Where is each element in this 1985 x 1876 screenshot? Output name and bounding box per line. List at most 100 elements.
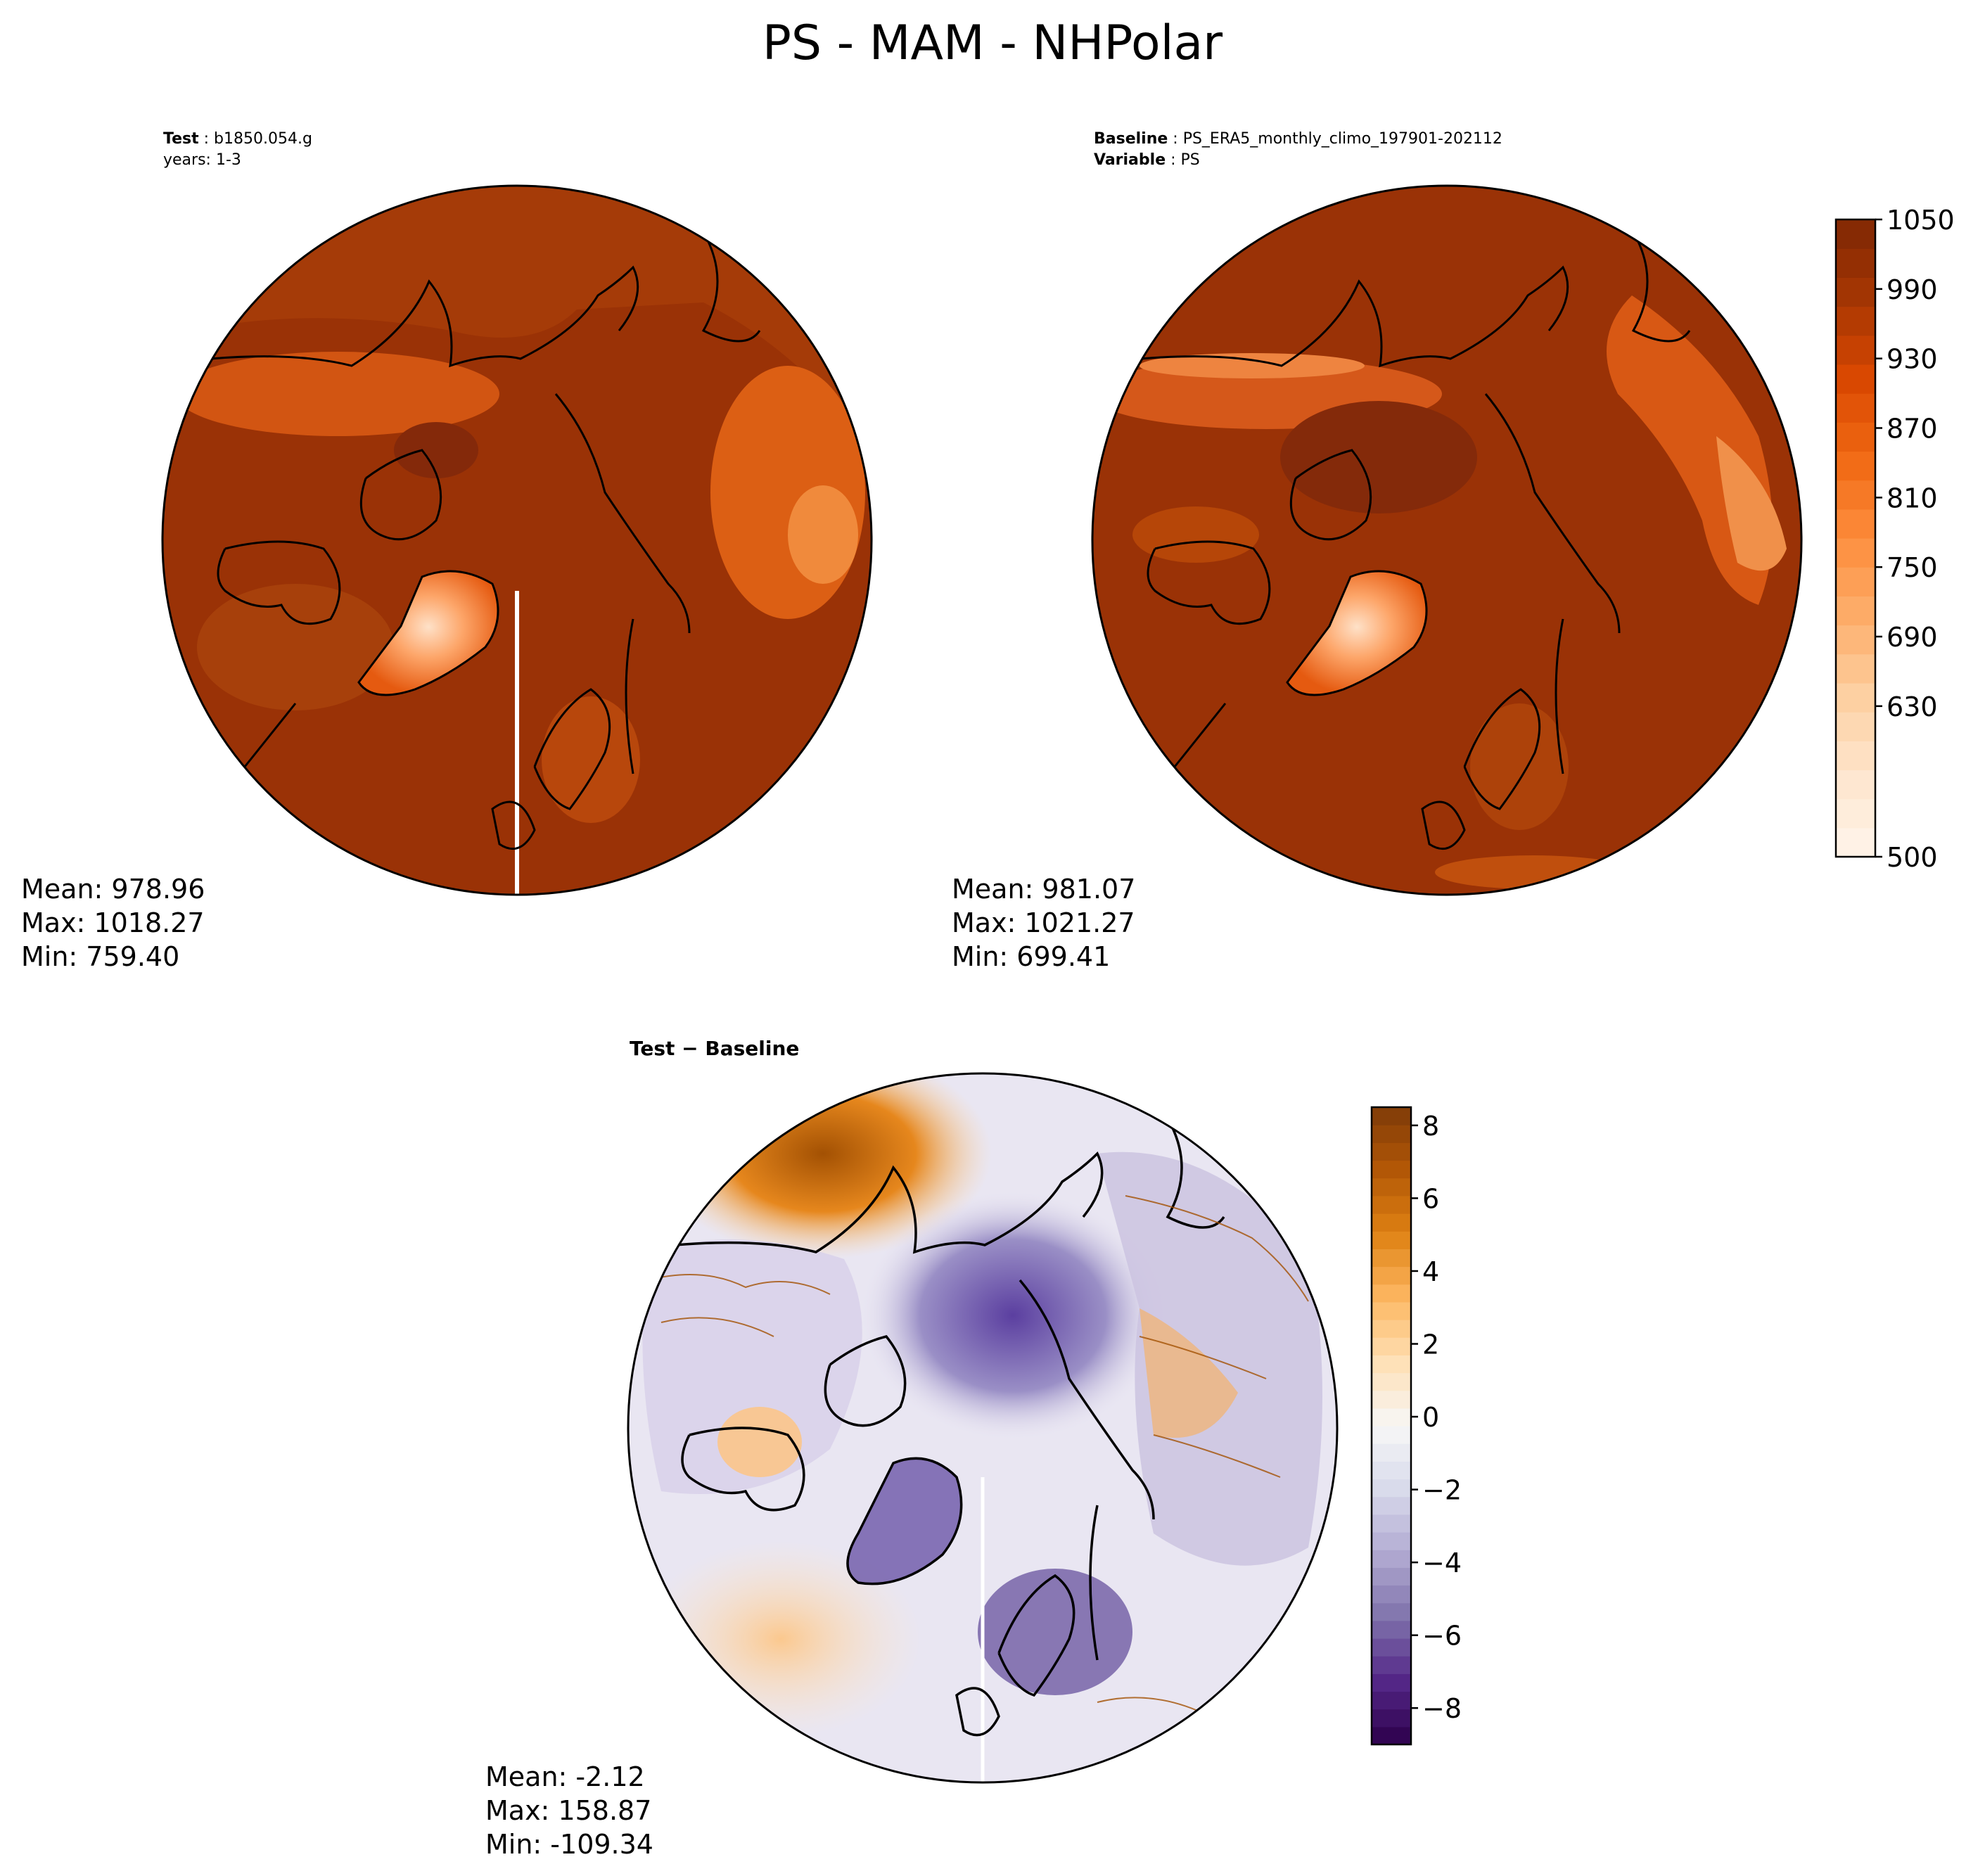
difference-map-greenland-negative xyxy=(848,1458,962,1584)
difference-title: Test − Baseline xyxy=(630,1037,799,1060)
cbar-ps-band xyxy=(1836,625,1875,655)
difference-map-pole-negative xyxy=(858,1189,1168,1442)
cbar-diff-tick-label: −4 xyxy=(1422,1548,1462,1578)
difference-map-scandinavia-negative xyxy=(978,1569,1132,1695)
cbar-ps-band xyxy=(1836,538,1875,568)
test-map-pole-high xyxy=(394,422,478,478)
cbar-diff-band xyxy=(1372,1496,1411,1515)
baseline-map-rockies-low xyxy=(1132,506,1259,563)
cbar-diff-band xyxy=(1372,1673,1411,1692)
cbar-ps-band xyxy=(1836,567,1875,596)
cbar-diff-band xyxy=(1372,1213,1411,1232)
difference-title-right: Baseline xyxy=(705,1037,800,1060)
difference-map-eurasia-noise xyxy=(1097,1151,1322,1566)
cbar-ps-tick-label: 990 xyxy=(1887,274,1938,305)
cbar-diff-band xyxy=(1372,1160,1411,1179)
cbar-diff-tick-label: 6 xyxy=(1422,1183,1439,1214)
cbar-diff-band xyxy=(1372,1337,1411,1355)
cbar-diff-band xyxy=(1372,1443,1411,1462)
cbar-ps-band xyxy=(1836,827,1875,857)
cbar-ps-band xyxy=(1836,480,1875,510)
cbar-diff-frame xyxy=(1370,1106,1412,1746)
cbar-ps-band xyxy=(1836,277,1875,307)
baseline-max: Max: 1021.27 xyxy=(952,907,1135,938)
test-map-eurasia-shade xyxy=(162,186,872,450)
cbar-diff-band xyxy=(1372,1726,1411,1745)
cbar-diff-band xyxy=(1372,1390,1411,1409)
baseline-label-value: PS_ERA5_monthly_climo_197901-202112 xyxy=(1182,130,1502,148)
cbar-ps-tick-label: 1050 xyxy=(1887,205,1955,236)
cbar-ps-band xyxy=(1836,653,1875,684)
difference-title-sep: − xyxy=(675,1037,706,1060)
cbar-diff-band xyxy=(1372,1231,1411,1249)
cbar-ps-band xyxy=(1836,770,1875,800)
baseline-map-scandinavia-low xyxy=(1470,703,1569,830)
baseline-subtitle: Baseline : PS_ERA5_monthly_climo_197901-… xyxy=(1094,129,1502,171)
cbar-diff-band xyxy=(1372,1125,1411,1143)
difference-map xyxy=(627,1072,1339,1784)
difference-colorbar: 8 6 4 2 0 −2 −4 −6 −8 xyxy=(1370,1106,1462,1746)
cbar-diff-band xyxy=(1372,1550,1411,1568)
baseline-map-tibet-low xyxy=(1716,436,1787,571)
test-map-siberia-low xyxy=(176,352,499,436)
test-map-tibet-low xyxy=(788,485,858,584)
baseline-label-key: Baseline xyxy=(1094,130,1168,148)
cbar-ps-band xyxy=(1836,422,1875,452)
cbar-diff-band xyxy=(1372,1426,1411,1444)
cbar-diff-band xyxy=(1372,1266,1411,1285)
difference-map-eurasia-orange-speckle xyxy=(1140,1308,1238,1438)
difference-map-canada-orange xyxy=(717,1407,802,1477)
cbar-diff-band xyxy=(1372,1178,1411,1197)
cbar-ps-tick-label: 750 xyxy=(1887,552,1938,583)
cbar-diff-band xyxy=(1372,1620,1411,1639)
cbar-ps-band xyxy=(1836,335,1875,365)
cbar-ps-band xyxy=(1836,798,1875,829)
baseline-variable-key: Variable xyxy=(1094,151,1166,169)
test-map-asia-low xyxy=(710,366,865,619)
baseline-stats: Mean: 981.07 Max: 1021.27 Min: 699.41 xyxy=(952,872,1135,974)
difference-map-america-noise xyxy=(642,1239,862,1494)
cbar-diff-band xyxy=(1372,1195,1411,1214)
test-min: Min: 759.40 xyxy=(21,941,180,972)
cbar-diff-band xyxy=(1372,1372,1411,1391)
cbar-diff-band xyxy=(1372,1638,1411,1657)
cbar-diff-band xyxy=(1372,1355,1411,1374)
cbar-ps-band xyxy=(1836,712,1875,741)
cbar-ps-band xyxy=(1836,451,1875,481)
cbar-diff-tick-label: 2 xyxy=(1422,1329,1439,1360)
test-map-coastlines xyxy=(210,231,761,850)
cbar-diff-tick-label: 0 xyxy=(1422,1402,1439,1433)
ps-colorbar: 1050 990 930 870 810 750 690 630 500 xyxy=(1834,205,1955,873)
test-map-scandinavia-low xyxy=(542,696,640,823)
test-map xyxy=(161,184,873,896)
test-label-key: Test xyxy=(163,130,199,148)
difference-map-boundary xyxy=(627,1072,1339,1784)
cbar-ps-band xyxy=(1836,306,1875,336)
cbar-ps-frame xyxy=(1834,218,1877,858)
cbar-diff-band xyxy=(1372,1284,1411,1303)
difference-stats: Mean: -2.12 Max: 158.87 Min: -109.34 xyxy=(485,1760,653,1861)
cbar-ps-tick-label: 870 xyxy=(1887,414,1938,445)
cbar-diff-tick-label: 4 xyxy=(1422,1256,1439,1287)
baseline-map-coastlines xyxy=(1140,231,1691,850)
cbar-ps-band xyxy=(1836,741,1875,771)
difference-max: Max: 158.87 xyxy=(485,1795,652,1826)
cbar-diff-band xyxy=(1372,1461,1411,1480)
cbar-diff-band xyxy=(1372,1532,1411,1550)
cbar-ps-band xyxy=(1836,219,1875,249)
baseline-map-siberia-streak xyxy=(1140,353,1365,378)
difference-title-left: Test xyxy=(630,1037,675,1060)
cbar-diff-tick-label: −2 xyxy=(1422,1475,1462,1506)
figure-title: PS - MAM - NHPolar xyxy=(762,15,1223,71)
cbar-ps-tick-label: 690 xyxy=(1887,622,1938,653)
cbar-ps-tick-label: 630 xyxy=(1887,691,1938,722)
cbar-diff-band xyxy=(1372,1709,1411,1728)
cbar-diff-band xyxy=(1372,1320,1411,1338)
cbar-diff-band xyxy=(1372,1567,1411,1586)
cbar-diff-band xyxy=(1372,1656,1411,1674)
cbar-ps-band xyxy=(1836,682,1875,713)
test-mean: Mean: 978.96 xyxy=(21,874,205,905)
cbar-diff-band xyxy=(1372,1301,1411,1320)
cbar-diff-band xyxy=(1372,1408,1411,1427)
